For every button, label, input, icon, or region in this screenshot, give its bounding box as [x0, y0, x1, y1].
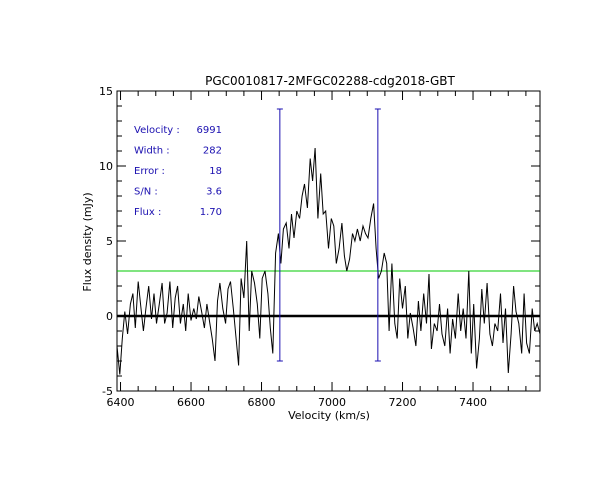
annotation-value: 282 — [203, 146, 222, 157]
y-tick-label: 15 — [99, 85, 113, 98]
y-tick-label: 5 — [106, 235, 113, 248]
plot-frame — [116, 90, 541, 392]
chart-title: PGC0010817-2MFGC02288-cdg2018-GBT — [205, 74, 455, 88]
x-tick-label: 6800 — [248, 396, 276, 409]
x-tick-label: 7400 — [459, 396, 487, 409]
y-axis-label: Flux density (mJy) — [81, 192, 94, 291]
annotation-label: Flux : — [134, 207, 161, 218]
y-tick-label: 10 — [99, 160, 113, 173]
annotation-value: 6991 — [197, 125, 222, 136]
annotation-label: Velocity : — [134, 125, 180, 136]
x-tick-label: 7000 — [318, 396, 346, 409]
annotation-value: 18 — [209, 166, 222, 177]
annotation-label: S/N : — [134, 187, 158, 198]
x-tick-label: 6400 — [107, 396, 135, 409]
annotation-value: 1.70 — [200, 207, 222, 218]
x-axis-ticks: 6400 6600 6800 7000 7200 7400 — [107, 91, 527, 409]
y-tick-label: 0 — [106, 310, 113, 323]
fit-annotations: Velocity : 6991 Width : 282 Error : 18 S/N : 3.… — [134, 125, 222, 218]
x-tick-label: 6600 — [177, 396, 205, 409]
annotation-value: 3.6 — [206, 187, 222, 198]
x-tick-label: 7200 — [389, 396, 417, 409]
y-tick-label: -5 — [102, 385, 113, 398]
annotation-label: Width : — [134, 146, 170, 157]
x-axis-label: Velocity (km/s) — [288, 409, 370, 422]
annotation-label: Error : — [134, 166, 165, 177]
spectrum-line — [116, 147, 541, 375]
line-edge-markers — [276, 108, 381, 362]
